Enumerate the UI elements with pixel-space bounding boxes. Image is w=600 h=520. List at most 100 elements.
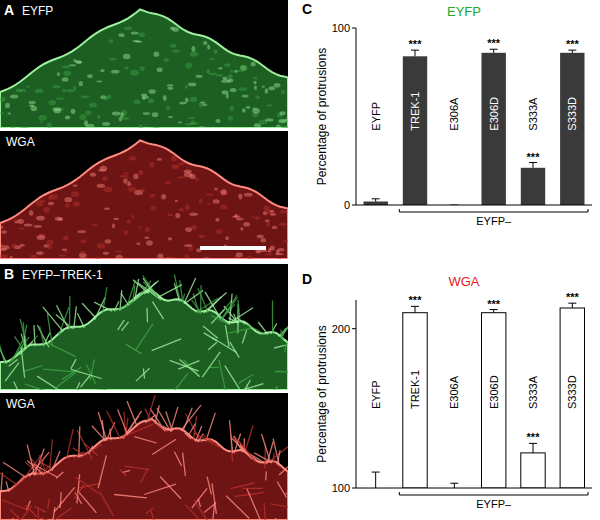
protrusion — [271, 323, 277, 334]
texture — [270, 210, 274, 213]
protrusion — [152, 339, 182, 351]
texture — [200, 101, 205, 103]
protrusion — [143, 276, 158, 298]
group-label: EYFP– — [476, 215, 512, 227]
texture — [267, 104, 273, 106]
texture — [275, 253, 284, 255]
channel-label: EYFP–TREK-1 — [22, 268, 103, 282]
protrusion — [40, 326, 45, 346]
texture — [19, 227, 25, 229]
texture — [283, 240, 288, 242]
protrusion — [169, 374, 188, 391]
texture — [206, 69, 210, 74]
protrusion — [230, 294, 233, 325]
protrusion — [183, 408, 193, 432]
texture — [12, 244, 18, 249]
protrusion — [6, 481, 9, 491]
image-content — [0, 274, 288, 390]
texture — [112, 111, 121, 115]
protrusion — [269, 386, 278, 390]
protrusion — [144, 282, 156, 294]
texture — [7, 113, 11, 115]
protrusion — [230, 420, 233, 453]
texture — [29, 101, 36, 103]
texture — [188, 117, 195, 119]
texture — [279, 223, 287, 226]
texture — [184, 170, 192, 173]
texture — [105, 239, 111, 243]
protrusion — [219, 360, 226, 390]
texture — [244, 193, 253, 197]
texture — [236, 252, 243, 257]
texture — [123, 54, 131, 60]
texture — [127, 181, 130, 186]
protrusion — [1, 473, 3, 493]
protrusion — [228, 328, 251, 333]
texture — [49, 194, 58, 199]
texture — [71, 191, 79, 197]
texture — [169, 257, 178, 259]
protrusion — [60, 492, 61, 508]
texture — [85, 110, 92, 115]
x-axis — [356, 205, 592, 206]
texture — [102, 176, 107, 181]
protrusion — [280, 320, 288, 338]
texture — [73, 59, 77, 61]
texture — [191, 46, 195, 52]
texture — [36, 235, 45, 240]
texture — [161, 194, 166, 199]
texture — [145, 227, 150, 232]
image-background — [0, 0, 288, 128]
texture — [171, 164, 180, 167]
texture — [256, 96, 260, 100]
texture — [154, 52, 160, 57]
protrusion — [144, 484, 176, 494]
error-whisker — [533, 443, 534, 453]
texture — [81, 239, 87, 243]
protrusion — [262, 434, 271, 463]
protrusion — [43, 307, 64, 332]
protrusion — [73, 448, 86, 456]
plot-area — [364, 49, 585, 205]
texture — [36, 251, 44, 255]
channel-label: WGA — [6, 397, 35, 411]
texture — [62, 249, 68, 251]
texture — [280, 111, 286, 115]
texture — [265, 253, 272, 255]
micrograph: WGA — [0, 131, 290, 264]
texture — [179, 162, 185, 165]
texture — [265, 118, 274, 121]
protrusion — [39, 455, 47, 474]
protrusion — [69, 296, 71, 329]
protrusion — [122, 470, 130, 472]
texture — [17, 219, 24, 224]
texture — [62, 77, 69, 81]
texture — [0, 97, 6, 102]
protrusion — [242, 330, 246, 343]
texture — [8, 127, 11, 128]
texture — [254, 216, 260, 220]
protrusion — [38, 507, 39, 520]
texture — [0, 244, 3, 247]
texture — [195, 75, 202, 78]
chart-title: WGA — [448, 274, 479, 289]
texture — [130, 70, 139, 76]
y-tick — [352, 328, 356, 329]
texture — [48, 100, 56, 105]
texture — [199, 198, 203, 203]
texture — [185, 63, 192, 69]
texture — [136, 243, 140, 245]
protrusion — [206, 413, 216, 442]
protrusion — [146, 308, 148, 323]
y-tick — [352, 205, 356, 206]
texture — [138, 226, 141, 229]
texture — [0, 254, 8, 258]
cell-body — [0, 290, 288, 390]
texture — [97, 243, 105, 249]
protrusion — [286, 484, 288, 494]
texture — [216, 74, 223, 76]
protrusion — [231, 438, 252, 460]
protrusion — [234, 436, 243, 452]
error-whisker — [572, 303, 573, 308]
protrusion — [71, 369, 102, 378]
